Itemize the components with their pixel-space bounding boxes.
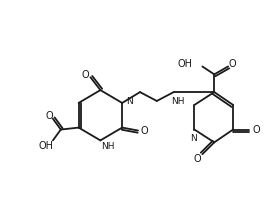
- Text: O: O: [82, 70, 89, 80]
- Text: O: O: [194, 154, 201, 164]
- Text: OH: OH: [177, 59, 193, 69]
- Text: NH: NH: [101, 142, 115, 151]
- Text: O: O: [140, 125, 148, 136]
- Text: O: O: [45, 111, 53, 121]
- Text: OH: OH: [39, 141, 54, 151]
- Text: O: O: [228, 59, 236, 69]
- Text: N: N: [190, 135, 197, 143]
- Text: O: O: [252, 125, 260, 135]
- Text: NH: NH: [171, 98, 184, 106]
- Text: N: N: [126, 98, 133, 106]
